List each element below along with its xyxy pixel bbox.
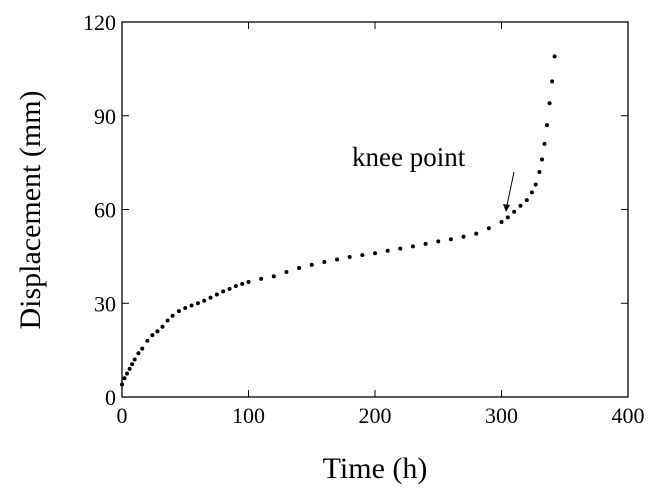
data-point: [542, 141, 547, 146]
data-point: [284, 270, 289, 274]
data-point: [423, 241, 428, 246]
data-point: [132, 357, 137, 362]
y-axis-label: Displacement (mm): [14, 90, 47, 329]
data-point: [240, 281, 245, 286]
data-point: [120, 382, 124, 387]
x-tick-label: 400: [612, 403, 645, 428]
annotation: knee point: [352, 142, 466, 172]
y-tick-label: 30: [94, 291, 116, 316]
data-point: [385, 248, 390, 253]
y-tick-label: 0: [105, 385, 116, 410]
data-point: [322, 260, 327, 264]
data-point: [183, 305, 188, 310]
data-point: [309, 262, 314, 267]
data-point: [140, 346, 145, 351]
data-point: [130, 362, 135, 367]
data-point: [214, 292, 219, 297]
x-tick-label: 300: [485, 403, 518, 428]
data-point: [360, 253, 365, 258]
data-point: [195, 301, 200, 306]
data-point: [150, 333, 155, 338]
data-point: [547, 101, 552, 106]
data-point: [539, 157, 544, 162]
data-point: [529, 190, 534, 195]
data-point: [537, 170, 542, 174]
data-point: [136, 351, 141, 356]
y-tick-label: 90: [94, 104, 116, 129]
y-tick-label: 120: [83, 10, 116, 35]
data-point: [474, 231, 479, 236]
data-point: [165, 318, 170, 323]
data-point: [461, 234, 466, 239]
x-tick-label: 200: [359, 403, 392, 428]
data-point: [127, 366, 132, 371]
data-point: [545, 123, 550, 128]
data-point: [202, 298, 207, 303]
data-point: [246, 280, 251, 284]
data-point: [398, 246, 403, 251]
data-point: [448, 237, 453, 242]
x-tick-label: 100: [232, 403, 265, 428]
data-point: [297, 265, 302, 270]
data-point: [125, 371, 130, 376]
x-tick-label: 0: [117, 403, 128, 428]
data-point: [552, 54, 557, 59]
data-point: [221, 289, 226, 294]
data-point: [550, 79, 555, 84]
data-point: [436, 239, 441, 244]
annotation-arrowhead: [503, 204, 510, 212]
data-point: [524, 198, 529, 203]
data-point: [335, 257, 340, 262]
y-tick-label: 60: [94, 198, 116, 223]
data-point: [347, 255, 352, 259]
data-point: [533, 182, 538, 187]
data-point: [410, 244, 415, 249]
data-point: [512, 209, 517, 214]
data-point: [486, 226, 491, 231]
data-point: [160, 324, 165, 329]
data-point: [145, 338, 150, 343]
data-point: [499, 220, 504, 224]
data-point: [176, 309, 181, 314]
data-point: [271, 274, 276, 279]
data-point: [233, 284, 238, 289]
annotation-arrow: [505, 171, 515, 211]
data-point: [373, 251, 377, 256]
plot-frame: [121, 21, 629, 398]
data-point: [259, 276, 264, 281]
x-axis-label: Time (h): [323, 452, 428, 485]
data-point: [518, 203, 523, 208]
data-point: [208, 295, 213, 300]
data-point: [227, 286, 232, 291]
data-point: [155, 329, 160, 334]
data-point: [170, 313, 175, 318]
data-point: [189, 303, 194, 308]
data-point: [505, 215, 510, 220]
data-point: [122, 376, 127, 381]
